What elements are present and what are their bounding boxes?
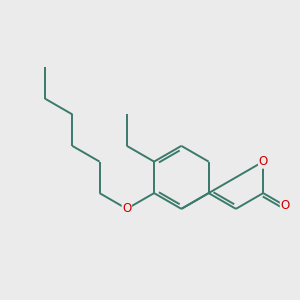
Text: O: O (280, 199, 290, 212)
Text: O: O (259, 155, 268, 168)
Text: O: O (122, 202, 131, 215)
